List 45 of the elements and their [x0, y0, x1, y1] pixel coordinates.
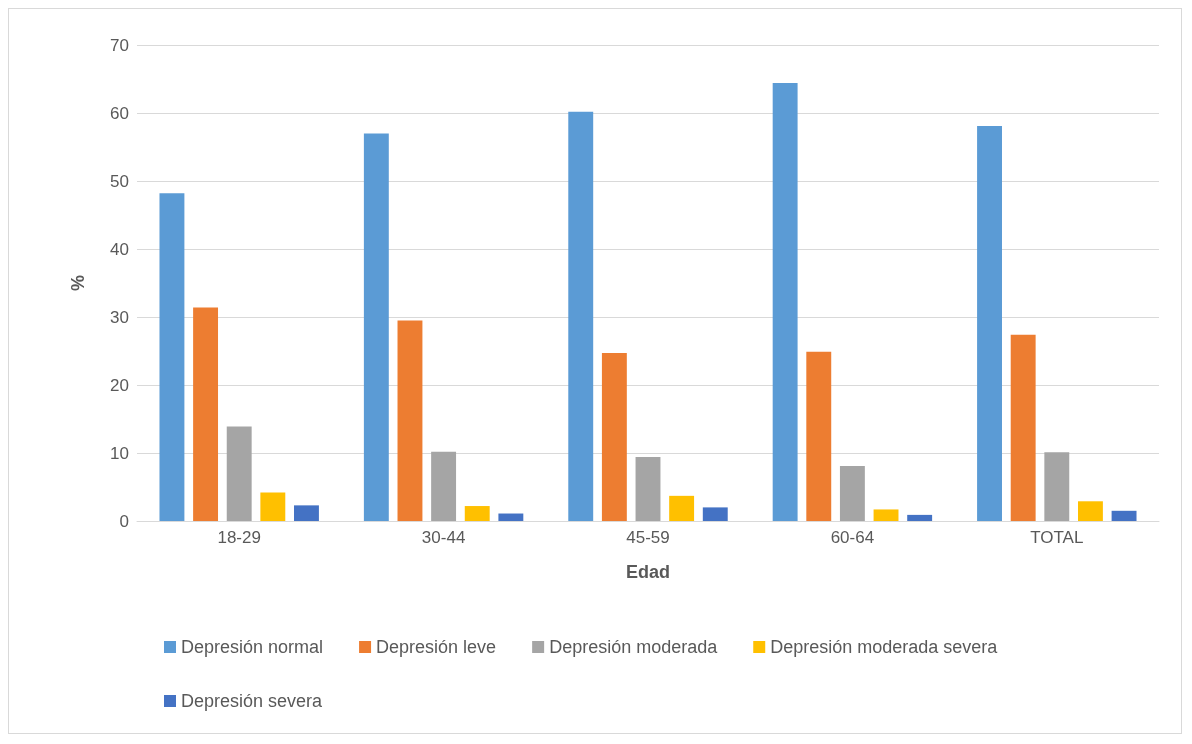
y-tick-label: 0 — [119, 511, 129, 531]
legend-label: Depresión leve — [376, 637, 497, 657]
bar — [464, 506, 490, 521]
y-tick-label: 40 — [110, 239, 129, 259]
bar — [568, 111, 594, 521]
bar — [907, 514, 933, 521]
x-tick-label: 18-29 — [217, 528, 261, 547]
bar — [397, 320, 423, 521]
bar — [498, 513, 524, 521]
bar — [635, 457, 661, 521]
x-tick-label: 60-64 — [830, 528, 875, 547]
bar — [193, 307, 219, 521]
legend-label: Depresión moderada — [549, 637, 719, 657]
bar — [1044, 452, 1070, 521]
bar — [226, 426, 252, 521]
bar — [1111, 510, 1137, 521]
bar — [431, 451, 457, 521]
legend-label: Depresión severa — [181, 691, 324, 711]
bar — [294, 505, 319, 521]
y-tick-label: 60 — [110, 103, 129, 123]
y-axis-title: % — [68, 274, 88, 292]
bar — [702, 507, 728, 521]
bar — [601, 353, 627, 521]
bar — [1077, 501, 1103, 521]
x-tick-label: TOTAL — [1030, 528, 1084, 547]
y-tick-label: 30 — [110, 307, 129, 327]
legend-label: Depresión normal — [181, 637, 324, 657]
bar — [260, 492, 286, 521]
x-axis-title: Edad — [625, 562, 671, 582]
legend-label: Depresión moderada severa — [770, 637, 999, 657]
bar — [839, 465, 865, 521]
bar — [772, 83, 798, 521]
bar — [159, 193, 185, 521]
bar — [669, 495, 695, 521]
bar — [806, 351, 832, 521]
bar — [873, 509, 899, 521]
y-tick-label: 70 — [110, 35, 129, 55]
y-tick-label: 20 — [110, 375, 129, 395]
y-tick-label: 10 — [110, 443, 129, 463]
x-tick-label: 30-44 — [421, 528, 466, 547]
bar — [1010, 334, 1036, 521]
y-tick-label: 50 — [110, 171, 129, 191]
bar — [363, 133, 389, 521]
x-tick-label: 45-59 — [626, 528, 670, 547]
bar — [977, 125, 1002, 521]
